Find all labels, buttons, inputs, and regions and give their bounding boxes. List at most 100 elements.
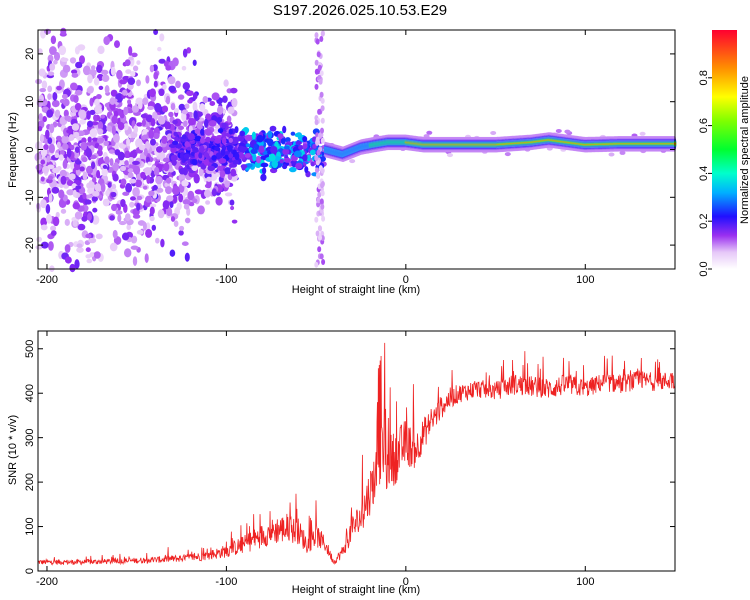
spectrogram-cell <box>104 85 110 94</box>
spectrogram-cell <box>314 32 319 39</box>
spectrogram-cell <box>158 88 165 97</box>
spectrogram-cell <box>132 256 138 266</box>
spectrogram-cell <box>39 88 47 93</box>
spectrogram-cell <box>85 233 92 239</box>
spectrogram-cell <box>320 190 325 197</box>
spectrogram-cell <box>205 200 211 205</box>
spectrogram-cell <box>181 65 187 71</box>
spectrogram-cell <box>319 36 324 42</box>
spectrogram-cell <box>130 71 136 77</box>
spectrogram-cell <box>64 244 71 253</box>
spectrogram-cell <box>186 47 192 54</box>
spectrogram-cell <box>170 146 177 154</box>
spectrogram-cell <box>314 261 319 268</box>
spectrogram-cell <box>320 30 325 37</box>
spectrogram-cell <box>88 69 97 77</box>
spectrogram-cell <box>203 189 211 198</box>
spectrogram-cell <box>72 189 77 198</box>
spectrogram-cell <box>145 222 151 231</box>
spectrogram-cell <box>317 191 322 198</box>
spectrogram-cell <box>182 82 190 91</box>
spectrogram-cell <box>69 263 76 273</box>
spectrogram-cell <box>100 69 109 75</box>
spectrogram-cell <box>288 166 297 173</box>
spectrogram-cell <box>129 201 135 208</box>
spectrogram-cell <box>109 242 118 252</box>
spectrogram-cell <box>137 101 143 110</box>
spectrogram-cell <box>298 145 304 150</box>
spectrogram-cell <box>198 167 204 177</box>
spectrogram-cell <box>490 131 497 135</box>
spectrogram-cell <box>320 105 325 112</box>
spectrogram-cell <box>97 145 103 152</box>
spectrogram-cell <box>314 216 319 223</box>
spectrogram-cell <box>319 156 326 162</box>
spectrogram-cell <box>309 149 316 156</box>
spectrogram-cell <box>183 203 190 210</box>
spectrogram-cell <box>608 152 615 157</box>
spectrogram-cell <box>230 87 238 94</box>
spectrogram-cell <box>302 143 308 149</box>
spectrogram-cell <box>184 141 190 148</box>
chart-title: S197.2026.025.10.53.E29 <box>273 2 447 19</box>
spectrogram-cell <box>119 79 128 85</box>
spectrogram-cell <box>75 185 82 190</box>
spectrogram-cell <box>250 148 258 155</box>
spectrogram-cell <box>639 131 646 136</box>
spectrogram-cell <box>123 106 129 116</box>
spectrogram-cell <box>71 123 80 131</box>
spectrogram-cell <box>192 146 199 153</box>
spectrogram-cell <box>66 189 75 196</box>
spectrogram-cell <box>319 253 324 260</box>
spectrogram-cell <box>145 228 153 238</box>
spectrogram-cell <box>145 195 152 203</box>
spectrogram-cell <box>187 190 195 201</box>
spectrogram-cell <box>55 135 62 141</box>
spectrogram-cell <box>86 258 93 264</box>
spectrogram-cell <box>106 125 113 132</box>
spectrogram-cell <box>317 246 322 253</box>
spectrogram-cell <box>199 145 205 153</box>
spectrogram-cell <box>131 105 140 113</box>
spectrogram-cell <box>129 150 137 159</box>
spectrogram-cell <box>251 131 256 140</box>
spectrogram-cell <box>178 103 186 111</box>
spectrogram-cell <box>320 137 325 144</box>
spectrogram-cell <box>93 77 100 86</box>
spectrogram-cell <box>121 232 130 241</box>
spectrogram-cell <box>314 119 319 126</box>
spectrogram-cell <box>317 108 322 115</box>
spectrogram-cell <box>155 146 163 153</box>
spectrogram-cell <box>219 170 226 179</box>
spectrogram-cell <box>74 102 82 111</box>
spectrogram-cell <box>206 176 212 182</box>
spectrogram-cell <box>42 165 50 174</box>
spectrogram-cell <box>101 168 108 177</box>
spectrogram-cell <box>116 69 123 80</box>
spectrogram-cell <box>209 100 216 107</box>
spectrogram-cell <box>321 259 326 265</box>
spectrogram-cell <box>175 80 181 89</box>
spectrogram-cell <box>217 105 224 115</box>
spectrogram-cell <box>228 137 234 143</box>
spectrogram-cell <box>244 153 251 158</box>
spectrogram-cell <box>153 71 159 80</box>
spectrogram-cell <box>182 48 188 58</box>
spectrogram-cell <box>172 185 180 195</box>
spectrogram-cell <box>215 152 223 160</box>
spectrogram-cell <box>111 183 117 190</box>
spectrogram-cell <box>213 128 220 134</box>
spectrogram-cell <box>120 198 126 208</box>
spectrogram-cell <box>103 36 111 46</box>
spectrogram-cell <box>111 125 116 136</box>
spectrogram-cell <box>179 225 185 231</box>
spectrogram-cell <box>194 128 201 135</box>
spectrogram-cell <box>91 215 100 225</box>
spectrogram-cell <box>153 166 160 177</box>
spectrogram-cell <box>173 131 178 137</box>
spectrogram-cell <box>319 198 324 205</box>
spectrogram-cell <box>224 180 230 188</box>
spectrogram-cell <box>128 45 133 56</box>
spectrogram-cell <box>245 163 253 168</box>
spectrogram-cell <box>149 215 155 222</box>
